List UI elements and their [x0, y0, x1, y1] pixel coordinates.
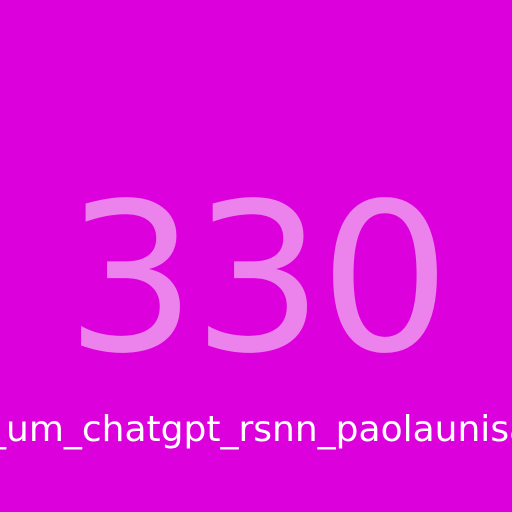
- big-number-text: 330: [65, 159, 450, 399]
- caption-text: _um_chatgpt_rsnn_paolaunisa: [0, 409, 512, 450]
